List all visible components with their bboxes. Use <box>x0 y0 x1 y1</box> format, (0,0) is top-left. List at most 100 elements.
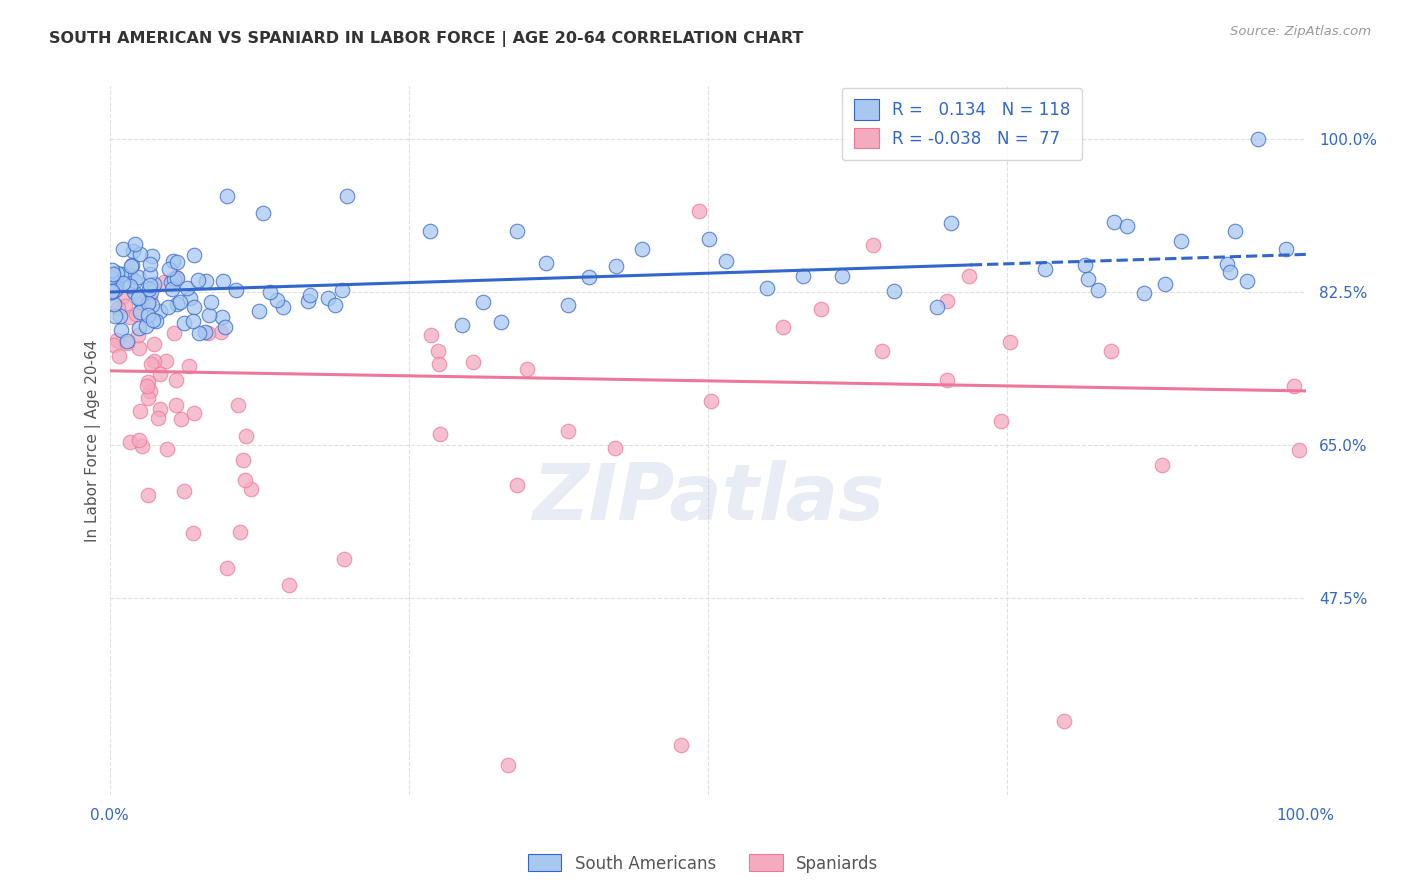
Point <box>128 305 150 319</box>
Point <box>957 269 980 284</box>
Point <box>224 284 246 298</box>
Point <box>1077 272 1099 286</box>
Point <box>108 309 131 323</box>
Point <box>114 299 136 313</box>
Point <box>124 275 146 289</box>
Point <box>103 338 125 352</box>
Point <box>226 398 249 412</box>
Point <box>103 296 125 310</box>
Point <box>299 287 322 301</box>
Point <box>233 473 256 487</box>
Point <box>127 291 149 305</box>
Point <box>153 276 176 290</box>
Point <box>100 285 122 299</box>
Point <box>118 279 141 293</box>
Point <box>810 301 832 316</box>
Point <box>557 425 579 439</box>
Point <box>792 268 814 283</box>
Point <box>1102 215 1125 229</box>
Point <box>669 738 692 752</box>
Point <box>160 276 183 290</box>
Point <box>183 248 205 262</box>
Point <box>197 326 219 340</box>
Point <box>266 293 288 307</box>
Point <box>297 293 319 308</box>
Point <box>1074 258 1097 272</box>
Point <box>139 268 162 282</box>
Point <box>194 325 217 339</box>
Point <box>1282 378 1305 392</box>
Point <box>181 525 204 540</box>
Point <box>173 483 195 498</box>
Point <box>489 315 512 329</box>
Point <box>323 298 346 312</box>
Point <box>211 310 233 324</box>
Legend: R =   0.134   N = 118, R = -0.038   N =  77: R = 0.134 N = 118, R = -0.038 N = 77 <box>842 87 1083 160</box>
Text: Source: ZipAtlas.com: Source: ZipAtlas.com <box>1230 25 1371 38</box>
Point <box>1170 235 1192 249</box>
Point <box>136 487 159 501</box>
Point <box>139 285 162 300</box>
Point <box>107 349 129 363</box>
Point <box>1247 132 1270 146</box>
Point <box>136 391 159 405</box>
Point <box>110 323 132 337</box>
Point <box>135 319 157 334</box>
Point <box>162 253 184 268</box>
Point <box>101 267 124 281</box>
Point <box>142 313 165 327</box>
Point <box>128 290 150 304</box>
Point <box>630 242 652 256</box>
Point <box>176 281 198 295</box>
Point <box>1087 283 1109 297</box>
Point <box>472 294 495 309</box>
Point <box>139 384 162 398</box>
Point <box>104 283 127 297</box>
Point <box>173 316 195 330</box>
Point <box>128 321 150 335</box>
Point <box>200 295 222 310</box>
Point <box>128 341 150 355</box>
Point <box>115 335 138 350</box>
Point <box>129 247 152 261</box>
Point <box>332 552 354 566</box>
Point <box>239 482 262 496</box>
Point <box>772 319 794 334</box>
Point <box>127 269 149 284</box>
Point <box>181 314 204 328</box>
Point <box>127 327 149 342</box>
Point <box>143 277 166 291</box>
Point <box>156 442 179 456</box>
Point <box>145 314 167 328</box>
Point <box>129 404 152 418</box>
Point <box>163 271 186 285</box>
Point <box>461 354 484 368</box>
Point <box>170 411 193 425</box>
Point <box>506 224 529 238</box>
Point <box>429 426 451 441</box>
Point <box>212 275 235 289</box>
Point <box>111 290 134 304</box>
Point <box>101 263 124 277</box>
Point <box>138 296 160 310</box>
Point <box>936 373 959 387</box>
Point <box>883 284 905 298</box>
Point <box>111 242 134 256</box>
Point <box>259 285 281 299</box>
Point <box>141 298 163 312</box>
Point <box>700 393 723 408</box>
Point <box>165 270 187 285</box>
Point <box>149 367 172 381</box>
Point <box>118 435 141 450</box>
Point <box>107 301 129 315</box>
Point <box>278 578 301 592</box>
Point <box>105 277 128 291</box>
Point <box>120 259 142 273</box>
Point <box>177 359 200 374</box>
Point <box>271 300 294 314</box>
Point <box>578 269 600 284</box>
Point <box>330 283 353 297</box>
Point <box>149 304 172 318</box>
Point <box>939 216 962 230</box>
Point <box>516 362 538 376</box>
